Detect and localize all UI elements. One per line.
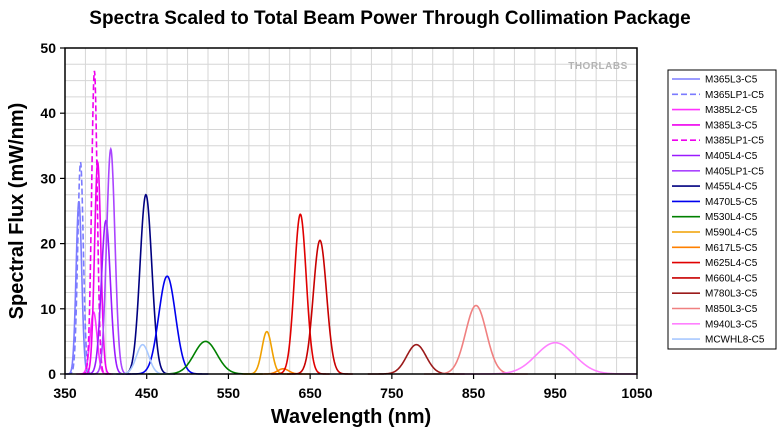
legend-label: M625L4-C5 (705, 258, 758, 269)
series-line (80, 70, 108, 375)
legend-label: M405L4-C5 (705, 151, 758, 162)
x-tick-label: 550 (217, 385, 241, 401)
y-tick-label: 20 (40, 236, 56, 252)
series-line (242, 330, 291, 375)
legend-label: M365LP1-C5 (705, 90, 764, 101)
legend-label: M780L3-C5 (705, 289, 758, 300)
series-line (270, 213, 330, 375)
x-tick-label: 650 (298, 385, 322, 401)
x-tick-label: 350 (53, 385, 77, 401)
plot-frame (64, 47, 638, 375)
legend-label: M385L2-C5 (705, 105, 758, 116)
legend-label: M940L3-C5 (705, 319, 758, 330)
legend-label: M850L3-C5 (705, 304, 758, 315)
legend-label: M617L5-C5 (705, 243, 758, 254)
legend-label: M365L3-C5 (705, 75, 758, 86)
legend-label: M660L4-C5 (705, 273, 758, 284)
y-axis-label: Spectral Flux (mW/nm) (6, 103, 28, 320)
chart-title: Spectra Scaled to Total Beam Power Throu… (89, 8, 690, 29)
x-axis-ticks: 350 450 550 650 750 850 950 1050 (53, 374, 653, 401)
legend-label: M530L4-C5 (705, 212, 758, 223)
y-tick-label: 50 (40, 40, 56, 56)
x-tick-label: 750 (380, 385, 404, 401)
legend-label: M455L4-C5 (705, 182, 758, 193)
legend-label: M385LP1-C5 (705, 136, 764, 147)
grid-lines (65, 48, 637, 374)
series-line (286, 239, 353, 375)
x-tick-label: 950 (544, 385, 568, 401)
y-tick-label: 30 (40, 170, 56, 186)
x-tick-label: 850 (462, 385, 486, 401)
legend-label: M385L3-C5 (705, 120, 758, 131)
x-tick-label: 1050 (621, 385, 652, 401)
legend-box (667, 69, 777, 350)
legend-label: MCWHL8-C5 (705, 335, 765, 346)
y-axis-ticks: 0 10 20 30 40 50 (40, 40, 65, 382)
series-line (66, 161, 95, 375)
y-tick-label: 0 (48, 366, 56, 382)
legend-label: M405LP1-C5 (705, 166, 764, 177)
legend: M365L3-C5 M365LP1-C5 M385L2-C5 M385L3-C5 M38… (667, 69, 777, 350)
series-line (423, 304, 528, 375)
x-axis-label: Wavelength (nm) (271, 406, 431, 428)
legend-label: M470L5-C5 (705, 197, 758, 208)
y-tick-label: 10 (40, 301, 56, 317)
x-tick-label: 450 (135, 385, 159, 401)
series-line (367, 343, 465, 375)
y-tick-label: 40 (40, 105, 56, 121)
legend-label: M590L4-C5 (705, 228, 758, 239)
series-line (459, 341, 637, 375)
watermark: THORLABS (568, 61, 628, 72)
